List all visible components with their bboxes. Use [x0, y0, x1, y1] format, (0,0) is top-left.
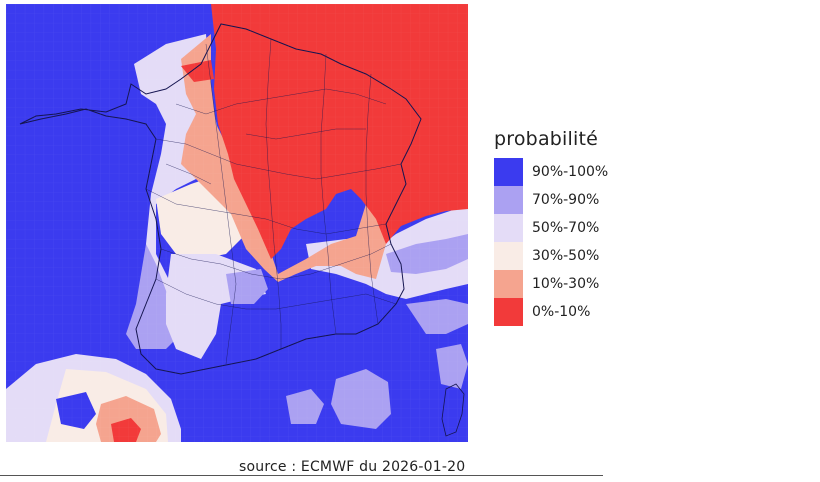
legend-swatch [494, 270, 523, 298]
legend-label: 30%-50% [532, 248, 600, 264]
legend-item: 70%-90% [494, 186, 608, 214]
legend-item: 90%-100% [494, 158, 608, 186]
legend-label: 0%-10% [532, 304, 591, 320]
probability-map [6, 4, 468, 442]
legend-item: 10%-30% [494, 270, 608, 298]
legend-swatch [494, 242, 523, 270]
legend-swatch [494, 214, 523, 242]
legend-swatch [494, 158, 523, 186]
legend-label: 50%-70% [532, 220, 600, 236]
legend-label: 90%-100% [532, 164, 609, 180]
legend-label: 70%-90% [532, 192, 600, 208]
legend-item: 50%-70% [494, 214, 608, 242]
legend-swatch [494, 186, 523, 214]
legend-title: probabilité [494, 128, 599, 150]
legend: probabilité 90%-100% 70%-90% 50%-70% 30%… [494, 128, 608, 326]
source-caption: source : ECMWF du 2026-01-20 [239, 459, 466, 475]
legend-label: 10%-30% [532, 276, 600, 292]
legend-item: 0%-10% [494, 298, 608, 326]
legend-item: 30%-50% [494, 242, 608, 270]
map-grid-overlay [6, 4, 468, 442]
legend-swatch [494, 298, 523, 326]
bottom-rule [0, 475, 603, 476]
